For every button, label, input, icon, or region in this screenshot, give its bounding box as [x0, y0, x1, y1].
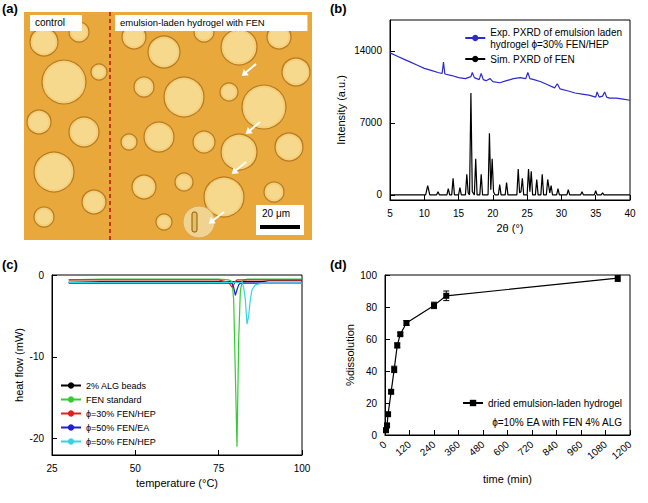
svg-text:100: 100: [294, 463, 311, 474]
svg-text:120: 120: [393, 439, 413, 458]
svg-text:control: control: [35, 17, 65, 28]
svg-text:600: 600: [491, 439, 511, 458]
svg-text:emulsion-laden hydrogel with F: emulsion-laden hydrogel with FEN: [120, 17, 265, 28]
svg-text:50: 50: [130, 463, 142, 474]
svg-text:1080: 1080: [585, 439, 609, 462]
svg-text:40: 40: [624, 208, 636, 219]
svg-text:(b): (b): [330, 1, 347, 16]
svg-text:hydrogel ϕ=30% FEN/HEP: hydrogel ϕ=30% FEN/HEP: [490, 39, 609, 50]
svg-text:-20: -20: [30, 433, 45, 444]
svg-text:Sim. PXRD of FEN: Sim. PXRD of FEN: [490, 54, 574, 65]
svg-text:Exp. PXRD of emulsion laden: Exp. PXRD of emulsion laden: [490, 27, 622, 38]
svg-text:840: 840: [540, 439, 560, 458]
svg-text:ϕ=10% EA with FEN 4% ALG: ϕ=10% EA with FEN 4% ALG: [492, 417, 622, 428]
svg-text:40: 40: [366, 366, 378, 377]
svg-text:(d): (d): [330, 257, 347, 272]
svg-text:25: 25: [46, 463, 58, 474]
svg-text:14000: 14000: [354, 45, 382, 56]
svg-text:960: 960: [565, 439, 585, 458]
svg-text:60: 60: [366, 334, 378, 345]
svg-text:ϕ=50% FEN/EA: ϕ=50% FEN/EA: [86, 423, 149, 433]
svg-text:5: 5: [387, 208, 393, 219]
svg-text:(c): (c): [2, 257, 18, 272]
svg-text:35: 35: [590, 208, 602, 219]
svg-text:15: 15: [453, 208, 465, 219]
svg-text:20 μm: 20 μm: [262, 208, 290, 219]
svg-text:FEN standard: FEN standard: [86, 395, 142, 405]
svg-text:-10: -10: [30, 351, 45, 362]
svg-text:80: 80: [366, 302, 378, 313]
svg-text:ϕ=50% FEN/HEP: ϕ=50% FEN/HEP: [86, 437, 156, 447]
svg-text:360: 360: [442, 439, 462, 458]
svg-text:0: 0: [376, 189, 382, 200]
svg-text:7000: 7000: [360, 117, 383, 128]
svg-text:20: 20: [366, 398, 378, 409]
svg-text:Intensity (a.u.): Intensity (a.u.): [335, 75, 347, 145]
svg-text:time (min): time (min): [483, 473, 532, 485]
svg-text:720: 720: [516, 439, 536, 458]
svg-text:75: 75: [213, 463, 225, 474]
svg-text:100: 100: [360, 270, 377, 281]
svg-text:temperature (°C): temperature (°C): [136, 477, 218, 489]
svg-text:0: 0: [377, 439, 389, 451]
svg-text:10: 10: [419, 208, 431, 219]
svg-text:1200: 1200: [609, 439, 633, 462]
svg-text:2θ (°): 2θ (°): [496, 222, 523, 234]
svg-text:dried emulsion-laden hydrogel: dried emulsion-laden hydrogel: [488, 398, 622, 409]
svg-text:25: 25: [522, 208, 534, 219]
svg-text:30: 30: [556, 208, 568, 219]
svg-text:240: 240: [418, 439, 438, 458]
svg-text:480: 480: [467, 439, 487, 458]
svg-text:2% ALG beads: 2% ALG beads: [86, 381, 147, 391]
svg-text:0: 0: [371, 430, 377, 441]
svg-text:%dissolution: %dissolution: [344, 324, 356, 386]
svg-text:heat flow (mW): heat flow (mW): [13, 328, 25, 402]
svg-text:0: 0: [38, 270, 44, 281]
svg-text:ϕ=30% FEN/HEP: ϕ=30% FEN/HEP: [86, 409, 156, 419]
svg-text:20: 20: [487, 208, 499, 219]
svg-text:(a): (a): [2, 1, 18, 16]
